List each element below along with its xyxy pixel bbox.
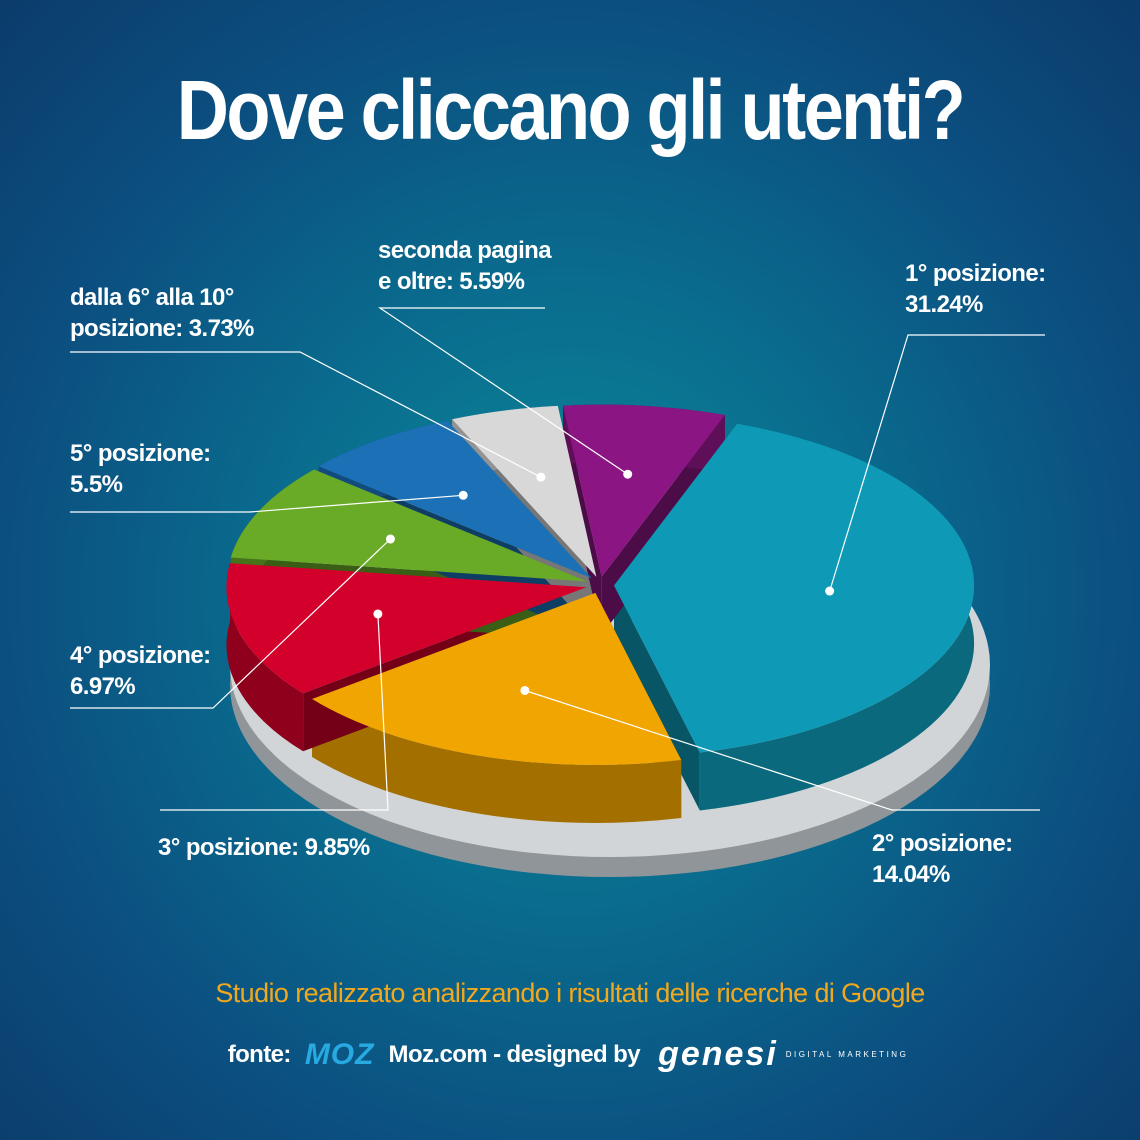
subtitle: Studio realizzato analizzando i risultat… [215,978,925,1008]
slice-label: 1° posizione: 31.24% [905,258,1055,320]
category-label: 1° posizione: [905,260,1046,287]
footer: fonte: MOZ Moz.com - designed by Genesi D… [0,1035,1140,1074]
leader-line [378,307,629,475]
slice-label: 2° posizione: 14.04% [872,828,1022,890]
slice [318,420,592,579]
source-logo: MOZ [304,1037,375,1071]
slice [614,423,975,753]
slice-label: 3° posizione: 9.85% [158,832,458,863]
slice-side [614,585,700,811]
leader-dot [373,609,383,619]
leader-line [524,689,1040,811]
leader-line [70,351,542,478]
value-label: 6.97% [70,673,136,700]
value-label: 14.04% [872,861,950,888]
value-label: 5.5% [70,471,123,498]
category-label: seconda pagina e oltre: [378,237,552,295]
slice [563,404,725,577]
leader-dot [536,472,546,482]
slice-label: dalla 6° alla 10° posizione: 3.73% [70,282,285,344]
value-label: 5.59% [459,268,525,295]
designer-tagline: DIGITAL MARKETING [785,1050,909,1059]
source-label: fonte: [227,1040,292,1068]
slice-label: seconda pagina e oltre: 5.59% [378,235,563,297]
category-label: 2° posizione: [872,830,1013,857]
leader-dot [458,490,468,500]
category-label: 5° posizione: [70,440,211,467]
slice-label: 4° posizione: 6.97% [70,640,220,702]
slice-side [312,699,682,823]
category-label: 3° posizione: [158,834,299,861]
slice [312,592,682,765]
leader-dot [825,586,835,596]
category-label: 4° posizione: [70,642,211,669]
category-label: dalla 6° alla 10° posizione: [70,284,234,342]
credit: Moz.com - designed by [388,1040,641,1068]
slice-label: 5° posizione: 5.5% [70,438,220,500]
value-label: 3.73% [188,315,255,342]
leader-dot [623,469,633,479]
leader-dot [520,685,530,695]
chart-title: Dove cliccano gli utenti? [176,63,966,157]
designer-logo: Genesi [658,1035,778,1073]
value-label: 31.24% [905,291,983,318]
value-label: 9.85% [304,834,371,861]
slice-side [226,563,304,752]
leader-line [160,613,389,811]
slice [452,405,597,577]
designer: Genesi DIGITAL MARKETING [654,1035,912,1074]
leader-line [70,538,391,709]
leader-line [70,494,464,513]
leader-line [829,334,1045,592]
slice [230,469,588,582]
leader-dot [385,534,395,544]
slice [226,563,587,694]
